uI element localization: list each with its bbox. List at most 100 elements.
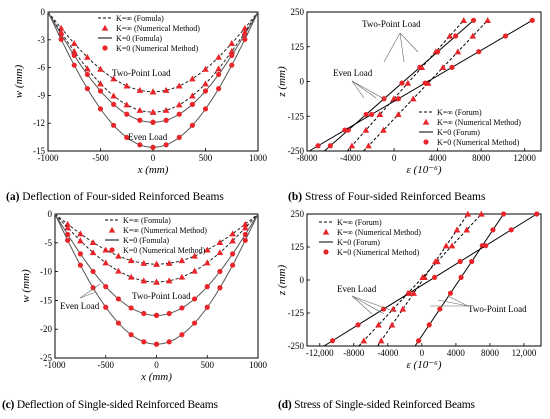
x-tick-label: 1000 [249,153,268,163]
annotation-leader [351,80,365,99]
series-marker [178,273,186,280]
series-marker [71,62,77,68]
series-marker [175,101,183,108]
legend-label: K=0 (Forum) [337,238,380,247]
series-marker [77,262,83,268]
series-marker [362,126,370,133]
panel-c: -1000 -500 0 500 1000 0 -5 -10 -15 -20 -25 x (mm) w … [20,209,268,383]
series-marker [128,305,134,311]
annotation-two-point-load: Two-Point Load [468,304,527,314]
caption-d-letter: (d) [278,399,292,411]
x-tick-label: -1000 [38,153,59,163]
series-marker [463,226,471,233]
annotation-two-point-load: Two-Point Load [132,291,191,301]
series-marker [242,36,248,42]
series-marker [153,312,160,318]
series-marker [166,339,172,345]
legend-label: K=∞ (Numerical Method) [123,226,207,235]
series-marker [215,65,222,72]
series-marker [409,95,417,102]
series-marker [329,338,336,344]
series-marker [65,231,71,238]
legend-label: K=∞ (Forum) [337,218,382,227]
series-marker [127,257,135,264]
series-marker [102,259,110,266]
series-marker [478,210,485,217]
legend-label: K=0 (Numerical Method) [437,138,520,147]
series-marker [189,101,195,107]
caption-c-text: Deflection of Single-sided Reinforced Be… [14,399,218,411]
annotation-leader [447,295,469,307]
x-axis-title: x (mm) [140,371,172,383]
series-marker [97,106,104,112]
x-tick-label: -8000 [297,153,318,163]
series-marker [140,259,148,266]
legend-label: K=0 (Fomula) [123,236,169,245]
series-marker [191,252,198,259]
legend-label: K=0 (Numerical Method) [337,248,420,257]
series-marker [115,320,122,326]
series-marker [77,230,84,237]
series-marker [216,239,224,246]
series-marker [140,277,148,284]
series-marker [437,306,443,312]
series-marker [90,285,96,291]
series-marker [191,267,198,274]
series-marker [229,237,236,244]
series-marker [115,267,122,274]
series-marker [446,32,454,39]
y-tick-label: -250 [288,146,305,156]
annotation-even-load: Even Load [60,301,100,311]
series-marker [529,17,535,23]
series-marker [179,332,185,338]
series-marker [84,65,91,72]
legend-label: K=0 (Fomula) [116,34,162,43]
series-marker [369,111,375,118]
series-marker [449,64,455,70]
series-marker [77,237,84,244]
annotation-leader [437,299,469,307]
caption-b-text: Stress of Four-sided Reinforced Beams [302,191,486,203]
series-marker [163,117,169,123]
series-marker [375,321,382,328]
series-marker [191,296,198,302]
series-marker [348,142,356,149]
series-marker [97,80,104,87]
series-marker [241,24,249,31]
legend-marker [108,226,116,233]
annotation-leader [399,32,405,63]
series-marker [469,258,475,265]
series-marker [189,122,195,128]
series-marker [365,142,372,149]
series-marker [111,101,117,107]
series-marker [204,304,210,310]
series-marker [203,246,211,253]
series-marker [442,242,450,249]
series-marker [453,33,459,39]
legend-label: K=0 (Forum) [437,128,480,137]
y-tick-label: -12 [33,118,45,128]
series-marker [58,36,64,42]
annotation-leader [351,295,397,313]
series-marker [419,274,426,280]
series-marker [202,88,209,94]
y-tick-label: 0 [48,209,53,219]
series-marker [166,310,172,317]
series-marker [483,243,489,249]
series-marker [469,32,477,39]
series-marker [508,227,514,233]
series-marker [70,40,78,46]
y-axis-title: z (mm) [276,265,288,297]
y-tick-label: 0 [300,77,305,87]
series-marker [217,285,223,291]
series-marker [150,144,156,150]
y-tick-label: 0 [41,7,46,17]
x-tick-label: 1000 [249,360,268,370]
series-marker [137,142,143,148]
series-marker [355,322,361,328]
series-marker [229,52,235,58]
series-marker [77,251,83,257]
annotation-two-point-load: Two-Point Load [362,19,421,29]
caption-a: (a) Deflection of Four-sided Reinforced … [6,191,224,203]
series-marker [128,332,134,338]
